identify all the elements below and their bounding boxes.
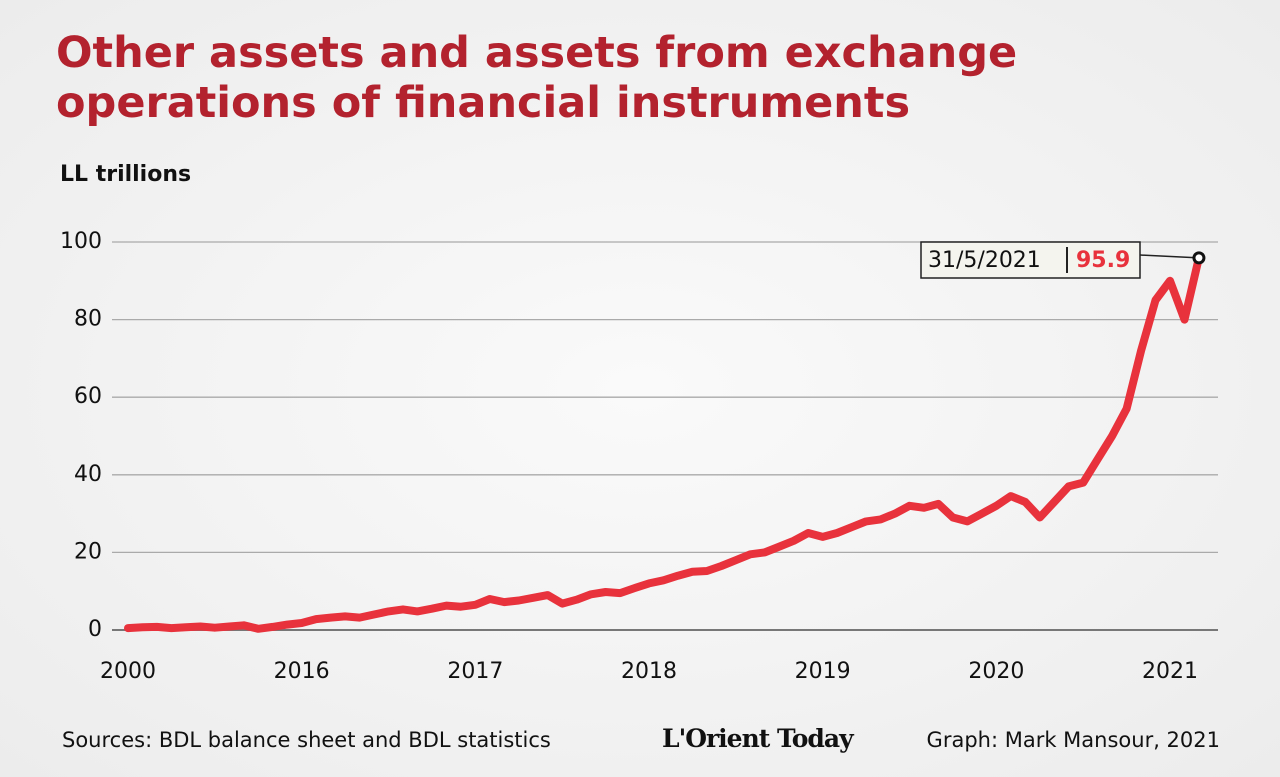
y-tick-label: 100 <box>60 229 102 254</box>
annotation-date: 31/5/2021 <box>928 248 1041 273</box>
x-tick-label: 2000 <box>100 659 156 684</box>
x-tick-label: 2017 <box>447 659 503 684</box>
annotation-box <box>920 241 1141 279</box>
annotation-leader <box>1139 254 1199 259</box>
x-tick-label: 2019 <box>795 659 851 684</box>
x-tick-label: 2021 <box>1142 659 1198 684</box>
y-tick-label: 80 <box>74 307 102 332</box>
logo: L'Orient Today <box>662 724 854 753</box>
x-tick-label: 2018 <box>621 659 677 684</box>
y-axis-label: LL trillions <box>60 162 192 187</box>
annotation-value: 95.9 <box>1076 248 1130 273</box>
x-tick-label: 2020 <box>968 659 1024 684</box>
chart-title: Other assets and assets from exchange op… <box>56 28 1018 128</box>
credit: Graph: Mark Mansour, 2021 <box>926 728 1220 752</box>
data-line <box>124 253 1203 633</box>
y-tick-label: 60 <box>74 384 102 409</box>
end-marker <box>1192 251 1206 265</box>
x-tick-label: 2016 <box>274 659 330 684</box>
y-tick-label: 40 <box>74 462 102 487</box>
y-tick-label: 0 <box>88 617 102 642</box>
y-tick-label: 20 <box>74 539 102 564</box>
source: Sources: BDL balance sheet and BDL stati… <box>62 728 551 752</box>
